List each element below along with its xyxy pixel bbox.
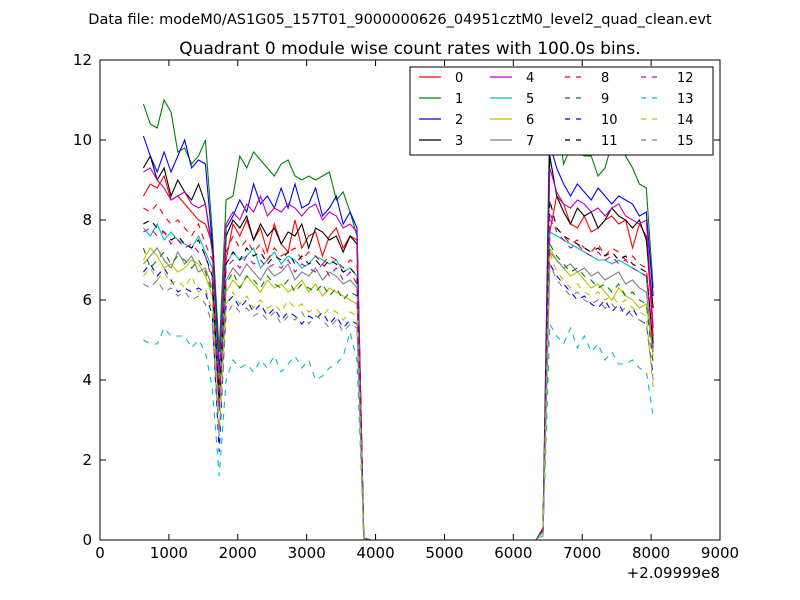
- x-tick-label: 3000: [288, 544, 326, 562]
- x-tick-label: 4000: [356, 544, 394, 562]
- legend-label-7: 7: [526, 134, 534, 149]
- x-tick-label: 6000: [494, 544, 532, 562]
- x-tick-label: 5000: [425, 544, 463, 562]
- plot-area: 0 1000 2000 3000 4000 5000 6000 7000 8000 9000 0 2 4…: [73, 51, 739, 562]
- legend-frame: [409, 66, 714, 156]
- legend-label-14: 14: [677, 113, 694, 128]
- x-tick-label: 1000: [150, 544, 188, 562]
- y-tick-label: 10: [73, 131, 92, 149]
- y-tick-label: 12: [73, 51, 92, 69]
- legend-label-3: 3: [455, 134, 463, 149]
- legend-label-4: 4: [526, 71, 534, 86]
- tick-layer: 0 1000 2000 3000 4000 5000 6000 7000 8000 9000 0 2 4…: [73, 51, 739, 562]
- legend-label-2: 2: [455, 113, 463, 128]
- legend-label-5: 5: [526, 92, 534, 107]
- chart-title: Quadrant 0 module wise count rates with …: [179, 39, 640, 59]
- y-tick-label: 6: [82, 291, 92, 309]
- legend-label-8: 8: [601, 71, 609, 86]
- y-tick-label: 8: [82, 211, 92, 229]
- legend-label-1: 1: [455, 92, 463, 107]
- legend-label-9: 9: [601, 92, 609, 107]
- y-tick-label: 0: [82, 531, 92, 549]
- legend-label-12: 12: [677, 71, 694, 86]
- legend-label-15: 15: [677, 134, 694, 149]
- legend-label-11: 11: [601, 134, 618, 149]
- x-tick-label: 9000: [701, 544, 739, 562]
- legend-label-10: 10: [601, 113, 618, 128]
- x-tick-label: 7000: [563, 544, 601, 562]
- series-line-8: [143, 203, 654, 541]
- x-tick-label: 0: [95, 544, 105, 562]
- x-tick-label: 8000: [632, 544, 670, 562]
- x-offset-label: +2.09999e8: [627, 564, 720, 582]
- y-tick-label: 4: [82, 371, 92, 389]
- legend-label-0: 0: [455, 71, 463, 86]
- series-line-11: [143, 199, 654, 541]
- figure-suptitle: Data file: modeM0/AS1G05_157T01_90000006…: [88, 12, 712, 28]
- x-tick-label: 2000: [219, 544, 257, 562]
- legend-label-6: 6: [526, 113, 534, 128]
- series-line-15: [143, 263, 654, 541]
- y-tick-label: 2: [82, 451, 92, 469]
- legend-label-13: 13: [677, 92, 694, 107]
